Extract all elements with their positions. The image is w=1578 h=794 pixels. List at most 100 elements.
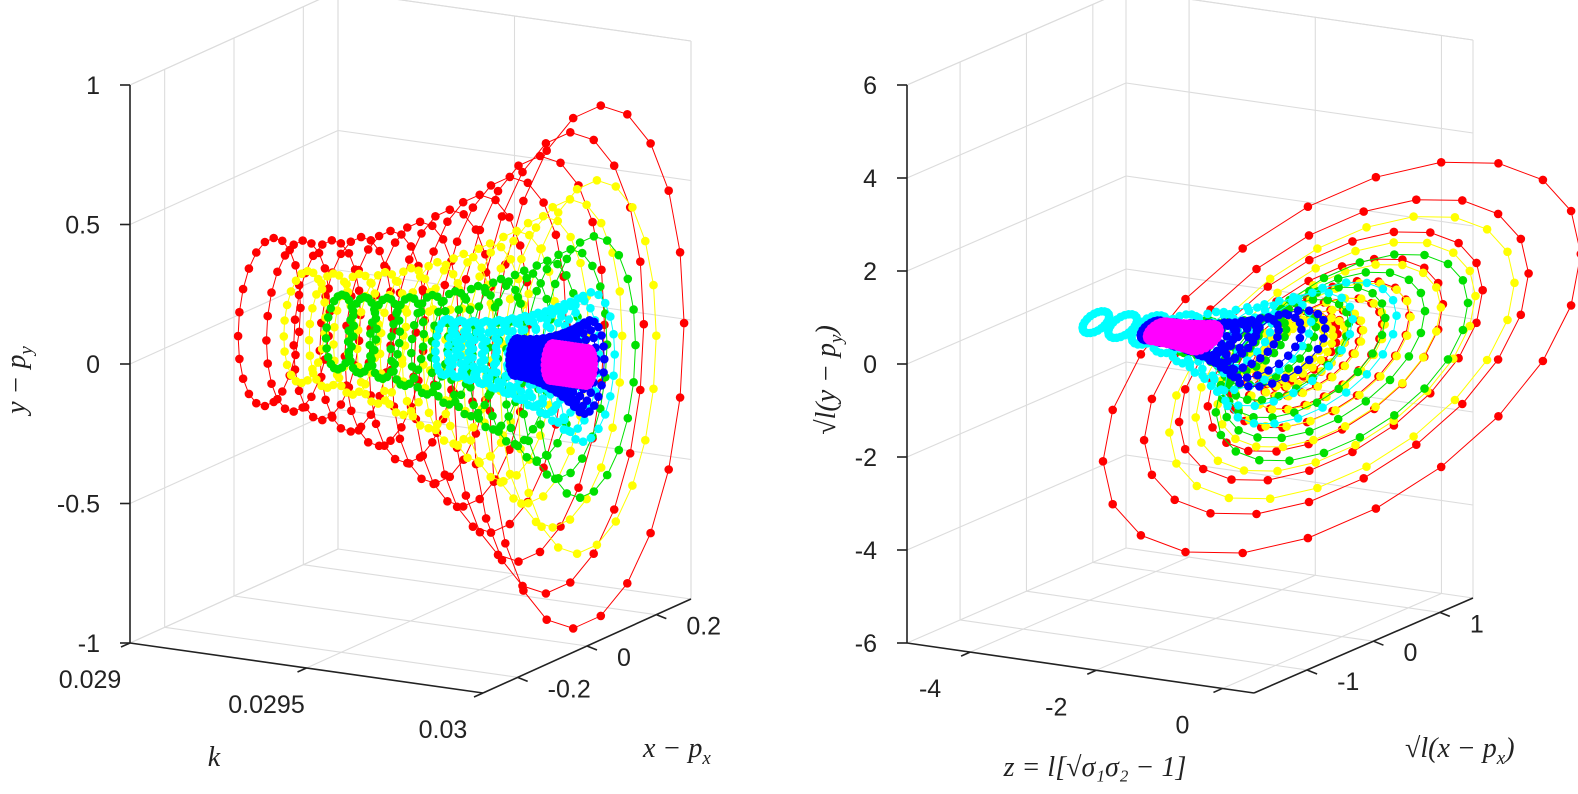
ring-point — [1261, 388, 1271, 397]
ring-point — [1305, 255, 1314, 265]
ring-point — [424, 261, 433, 271]
ring-point — [289, 240, 299, 249]
ring-point — [631, 340, 640, 350]
ring-point — [1348, 314, 1357, 324]
ring-point — [571, 333, 580, 342]
ring-point — [1420, 384, 1429, 393]
ring-point — [1220, 358, 1229, 368]
ring-point — [488, 411, 497, 421]
ring-point — [1244, 332, 1253, 342]
ring-point — [1136, 531, 1146, 540]
ring-point — [329, 340, 338, 349]
ring-point — [610, 350, 619, 359]
ring-point — [582, 494, 591, 504]
ring-point — [523, 218, 533, 228]
ring-point — [492, 368, 501, 377]
ring-point — [513, 292, 523, 302]
ring-point — [480, 355, 489, 365]
ring-point — [1443, 355, 1453, 364]
ring-point — [578, 437, 588, 447]
ring-point — [406, 242, 416, 251]
ring-point — [1478, 285, 1487, 295]
ring-point — [625, 449, 635, 458]
ring-point — [366, 410, 376, 420]
ring-point — [1288, 373, 1297, 383]
ring-point — [512, 471, 521, 480]
ring-point — [278, 236, 287, 246]
ring-point — [1313, 483, 1322, 493]
x-tick-mark — [1086, 669, 1097, 676]
ring-point — [1406, 312, 1415, 322]
ring-point — [366, 236, 376, 245]
ring-point — [1432, 327, 1441, 336]
ring-point — [501, 437, 511, 446]
ring-point — [532, 457, 541, 467]
ring-point — [1194, 313, 1203, 323]
ring-point — [1273, 288, 1282, 298]
ring-point — [415, 217, 425, 227]
ring-point — [469, 252, 478, 262]
ring-point — [528, 269, 538, 278]
ring-point — [509, 236, 518, 246]
ring-point — [1371, 260, 1380, 269]
ring-point — [568, 624, 578, 633]
ring-point — [415, 421, 425, 430]
ring-point — [576, 258, 585, 268]
ring-point — [575, 391, 585, 401]
ring-point — [260, 237, 270, 247]
left-grid — [129, 0, 692, 694]
ring-point — [1267, 379, 1277, 388]
ring-point — [513, 441, 523, 451]
ring-point — [356, 377, 366, 387]
ring-point — [445, 205, 455, 214]
ring-point — [522, 273, 531, 283]
ring-point — [1273, 466, 1282, 476]
ring-point — [1538, 175, 1548, 185]
ring-point — [459, 210, 469, 219]
ring-point — [386, 226, 395, 236]
ring-point — [1206, 509, 1215, 518]
ring-point — [1390, 250, 1399, 259]
ring-point — [417, 229, 426, 238]
ring-point — [356, 307, 366, 317]
y-tick-label: -1 — [1337, 668, 1359, 696]
ring-point — [649, 280, 658, 290]
ring-point — [1409, 432, 1418, 441]
ring-point — [1378, 350, 1388, 359]
ring-point — [1308, 295, 1318, 304]
ring-point — [290, 315, 300, 325]
ring-point — [459, 434, 469, 444]
ring-point — [336, 424, 346, 433]
ring-point — [318, 415, 327, 425]
ring-point — [543, 256, 552, 266]
ring-point — [457, 334, 467, 344]
ring-point — [460, 292, 469, 302]
ring-point — [391, 408, 401, 417]
ring-point — [1311, 458, 1320, 467]
ring-point — [473, 281, 483, 291]
gridline — [1125, 82, 1474, 134]
ring-point — [367, 279, 376, 288]
ring-point — [566, 245, 575, 254]
ring-point — [1304, 306, 1314, 316]
ring-point — [1404, 352, 1414, 361]
ring-point — [363, 438, 373, 447]
x-tick-mark — [120, 642, 131, 648]
ring-point — [1229, 354, 1239, 364]
ring-point — [438, 235, 448, 244]
ring-point — [308, 251, 318, 261]
ring-point — [260, 401, 270, 411]
ring-point — [535, 547, 545, 557]
ring-point — [1247, 359, 1256, 369]
ring-point — [537, 522, 546, 531]
ring-point — [320, 264, 330, 273]
ring-point — [1170, 495, 1179, 505]
ring-point — [409, 373, 419, 383]
ring-point — [524, 316, 533, 326]
ring-point — [385, 399, 394, 409]
ring-point — [493, 377, 503, 386]
ring-point — [300, 402, 310, 412]
ring-point — [609, 329, 618, 339]
ring-point — [1231, 305, 1241, 315]
